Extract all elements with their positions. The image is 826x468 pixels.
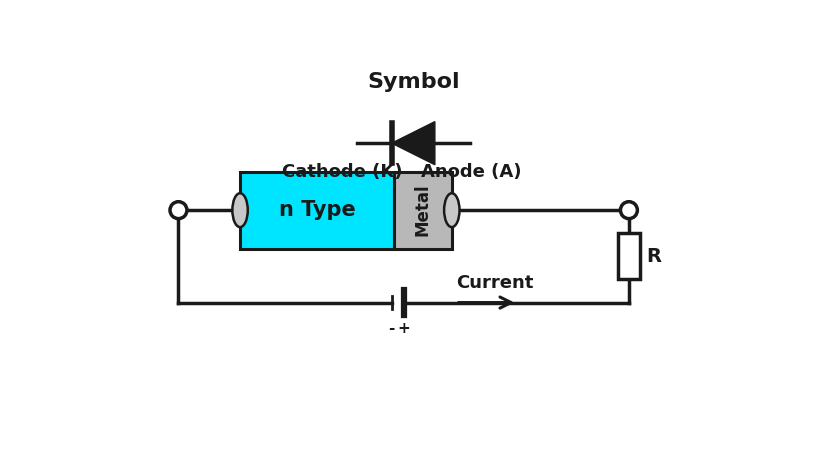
- Text: Cathode (K): Cathode (K): [282, 163, 403, 181]
- Text: n Type: n Type: [278, 200, 355, 220]
- Text: Current: Current: [456, 274, 533, 292]
- Text: Symbol: Symbol: [367, 72, 459, 92]
- Bar: [240, 172, 394, 249]
- Circle shape: [170, 202, 187, 219]
- Text: R: R: [646, 247, 661, 266]
- Text: Anode (A): Anode (A): [420, 163, 521, 181]
- Circle shape: [620, 202, 638, 219]
- Ellipse shape: [232, 193, 248, 227]
- Bar: [394, 172, 452, 249]
- Text: +: +: [397, 321, 411, 336]
- Text: -: -: [388, 321, 395, 336]
- Ellipse shape: [444, 193, 459, 227]
- Text: Metal: Metal: [414, 184, 432, 236]
- Bar: [618, 233, 639, 279]
- Polygon shape: [392, 122, 434, 165]
